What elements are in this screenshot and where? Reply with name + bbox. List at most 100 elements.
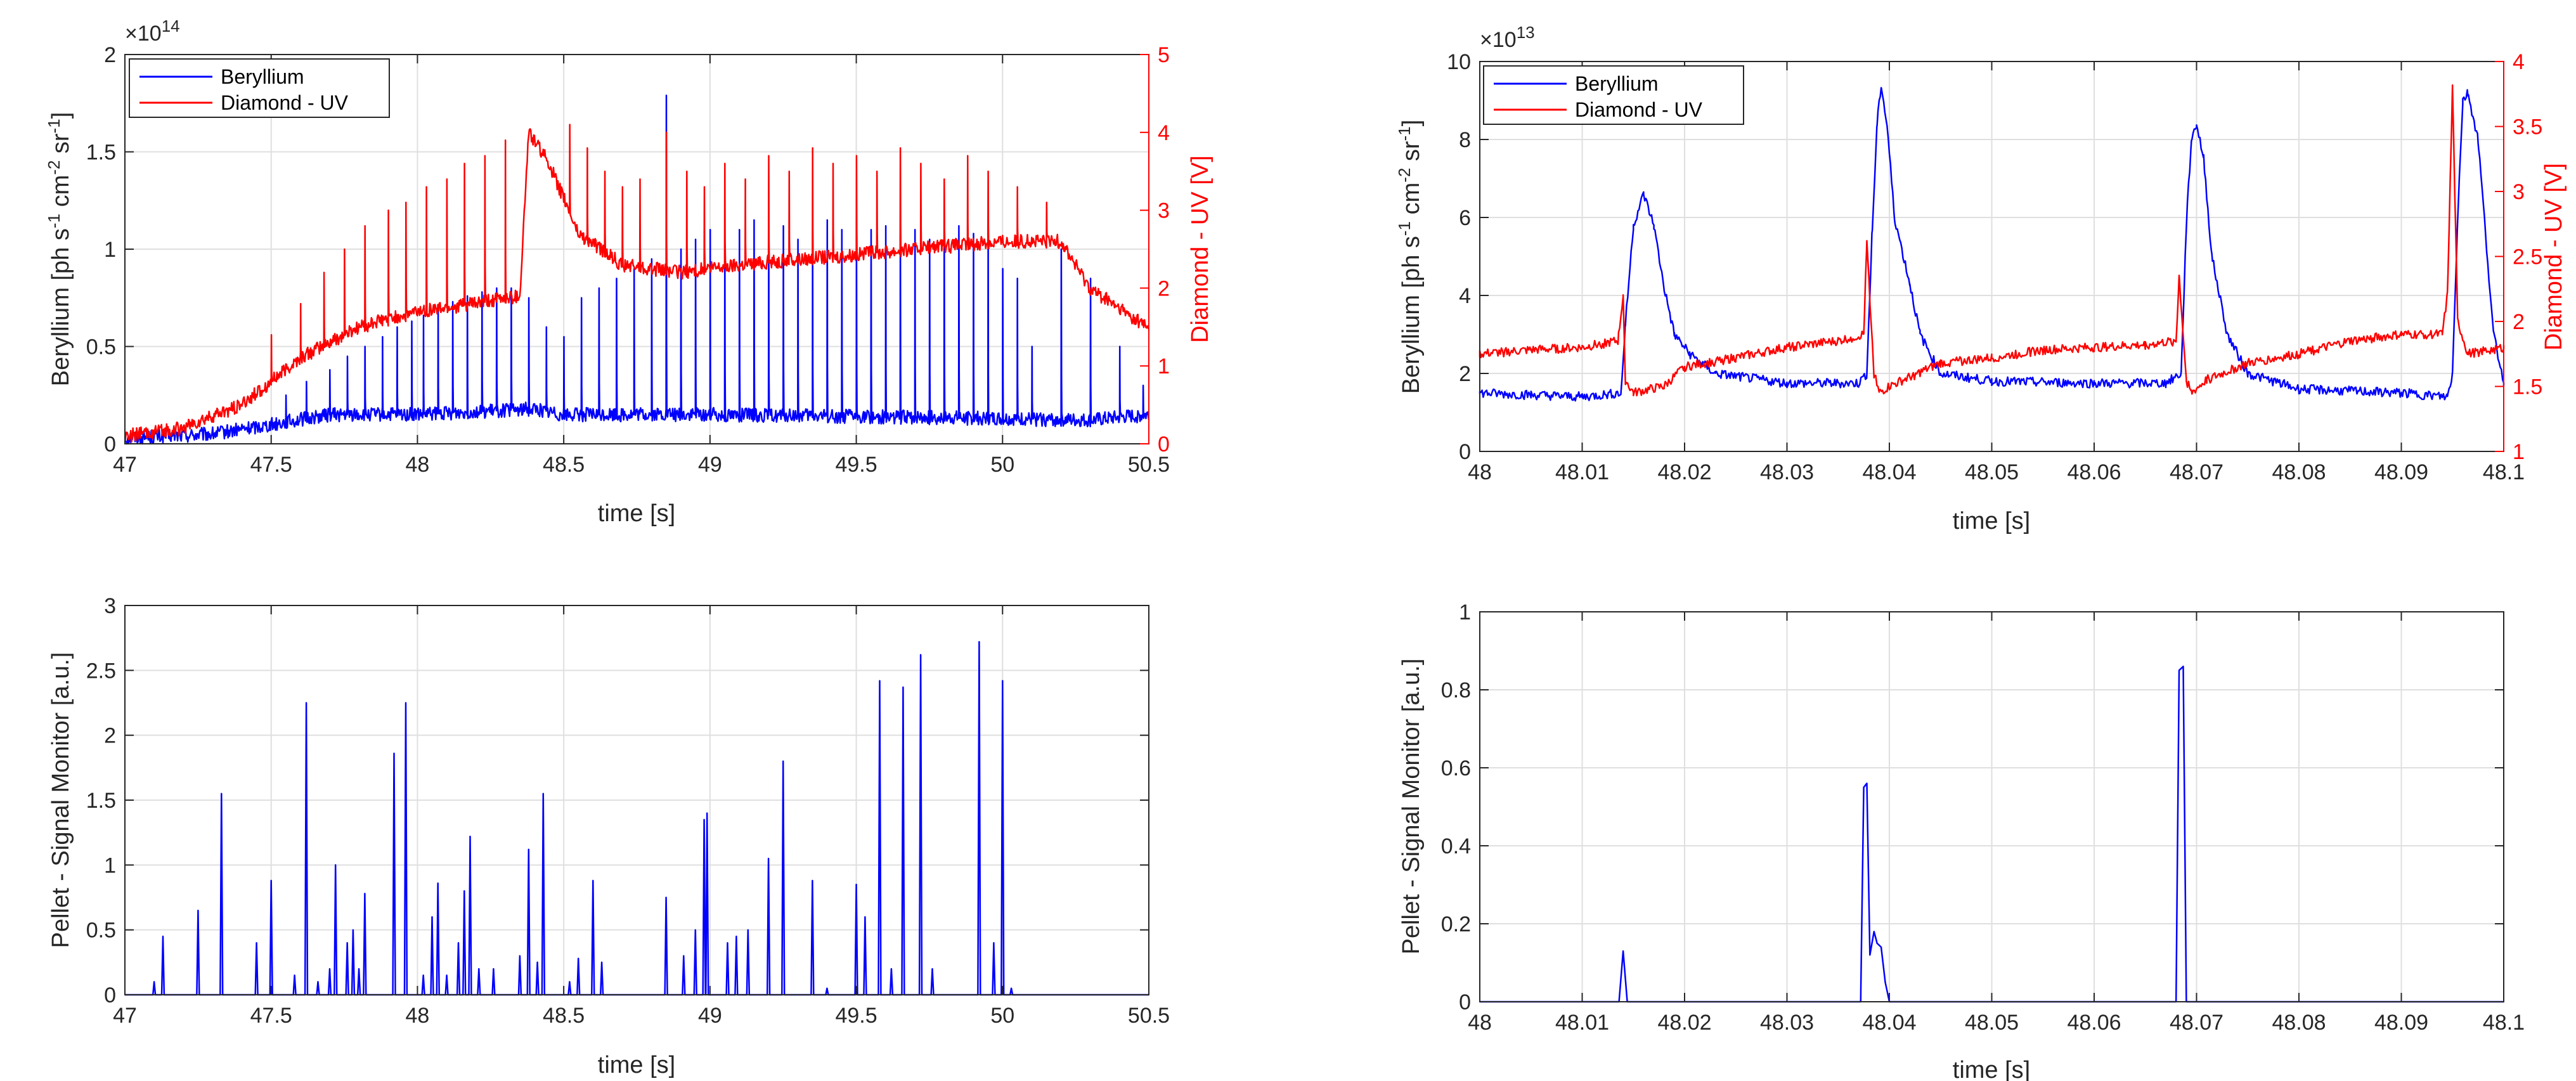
series-line-diamond-uv bbox=[1479, 84, 2505, 397]
x-tick-label: 48.02 bbox=[1657, 1011, 1711, 1035]
x-tick-label: 48.1 bbox=[2483, 460, 2525, 484]
tick-labels: 47 47.5 48 48.5 49 49.5 50 50.5 0 0.5 1 1.5 2 2.5 3 bbox=[86, 594, 1170, 1028]
x-tick-label: 48.08 bbox=[2272, 460, 2326, 484]
x-axis-label: time [s] bbox=[598, 500, 675, 527]
beryllium-series bbox=[124, 94, 1150, 445]
x-tick-label: 48.07 bbox=[2170, 1011, 2223, 1035]
x-axis-label: time [s] bbox=[598, 1052, 675, 1078]
x-tick-label: 48.03 bbox=[1760, 460, 1814, 484]
x-tick-label: 48 bbox=[1468, 1011, 1492, 1035]
diamond-uv-series bbox=[124, 124, 1150, 443]
x-tick-label: 48.08 bbox=[2272, 1011, 2326, 1035]
x-tick-label: 48 bbox=[1468, 460, 1492, 484]
y-tick-label: 0 bbox=[1459, 990, 1471, 1014]
tick-labels: 48 48.01 48.02 48.03 48.04 48.05 48.06 48.07 48.… bbox=[1441, 600, 2525, 1035]
x-tick-label: 48.04 bbox=[1862, 1011, 1916, 1035]
y-tick-label: 0.5 bbox=[86, 919, 116, 943]
y2-tick-label: 1.5 bbox=[2513, 375, 2542, 399]
diamond-uv-series bbox=[1479, 84, 2505, 397]
legend-box bbox=[129, 58, 390, 118]
y2-axis-label: Diamond - UV [V] bbox=[2540, 163, 2567, 351]
axis-ticks bbox=[124, 605, 1149, 995]
legend: Beryllium Diamond - UV bbox=[129, 58, 390, 118]
y-tick-label: 0.8 bbox=[1441, 678, 1471, 702]
y-axis-label: Beryllium [ph s-1 cm-2 sr-1] bbox=[44, 112, 74, 387]
x-tick-label: 47 bbox=[113, 1004, 137, 1028]
x-tick-label: 47.5 bbox=[250, 1004, 292, 1028]
y2-tick-label: 1 bbox=[2513, 440, 2525, 464]
series-line-beryllium bbox=[124, 94, 1150, 445]
chart-beryllium-diamond-zoom: 48 48.01 48.02 48.03 48.04 48.05 48.06 48.07 48.… bbox=[1395, 23, 2567, 534]
y2-tick-label: 3 bbox=[2513, 180, 2525, 204]
y2-tick-label: 2 bbox=[1158, 276, 1170, 301]
x-axis-label: time [s] bbox=[1953, 1057, 2030, 1081]
x-tick-label: 48.02 bbox=[1657, 460, 1711, 484]
y-tick-label: 0 bbox=[104, 432, 116, 456]
y-tick-label: 1.5 bbox=[86, 789, 116, 813]
x-tick-label: 47 bbox=[113, 453, 137, 477]
pellet-series bbox=[125, 641, 1149, 996]
legend-beryllium-label: Beryllium bbox=[1575, 72, 1659, 95]
legend-box bbox=[1483, 65, 1744, 125]
y-tick-label: 2 bbox=[104, 724, 116, 748]
y-tick-label: 0.5 bbox=[86, 335, 116, 359]
x-tick-label: 48 bbox=[406, 453, 430, 477]
x-tick-label: 48.06 bbox=[2067, 1011, 2121, 1035]
tick-labels: 48 48.01 48.02 48.03 48.04 48.05 48.06 48.07 48.… bbox=[1447, 50, 2542, 484]
x-tick-label: 48.05 bbox=[1965, 460, 2019, 484]
y-tick-label: 2.5 bbox=[86, 659, 116, 683]
y-axis-label: Pellet - Signal Monitor [a.u.] bbox=[1398, 659, 1425, 955]
x-tick-label: 48.5 bbox=[543, 1004, 585, 1028]
x-tick-label: 48.05 bbox=[1965, 1011, 2019, 1035]
y-tick-label: 2 bbox=[1459, 362, 1471, 386]
y2-tick-label: 5 bbox=[1158, 43, 1170, 67]
x-tick-label: 48.1 bbox=[2483, 1011, 2525, 1035]
y-tick-label: 0 bbox=[1459, 440, 1471, 464]
x-tick-label: 50.5 bbox=[1128, 453, 1170, 477]
series-line-pellet-signal-monitor bbox=[125, 641, 1149, 996]
chart-pellet-full: 47 47.5 48 48.5 49 49.5 50 50.5 0 0.5 1 1.5 2 2.5 3 ti… bbox=[48, 594, 1170, 1078]
x-tick-label: 48.06 bbox=[2067, 460, 2121, 484]
y-tick-label: 4 bbox=[1459, 284, 1471, 308]
x-tick-label: 49.5 bbox=[835, 453, 877, 477]
chart-beryllium-diamond-full: 47 47.5 48 48.5 49 49.5 50 50.500.511.52012345 … bbox=[44, 16, 1214, 527]
y-tick-label: 1.5 bbox=[86, 141, 116, 165]
axis-ticks bbox=[124, 54, 1149, 444]
grid bbox=[1479, 611, 2504, 1002]
x-tick-label: 48.04 bbox=[1862, 460, 1916, 484]
y-tick-label: 0 bbox=[104, 983, 116, 1007]
y-axis-label: Beryllium [ph s-1 cm-2 sr-1] bbox=[1395, 120, 1425, 394]
y-tick-label: 1 bbox=[104, 238, 116, 262]
series-line-diamond-uv bbox=[124, 124, 1150, 443]
x-tick-label: 48 bbox=[406, 1004, 430, 1028]
x-tick-label: 50 bbox=[990, 453, 1014, 477]
x-tick-label: 48.01 bbox=[1555, 460, 1609, 484]
y-tick-label: 2 bbox=[104, 43, 116, 67]
chart-pellet-zoom: 48 48.01 48.02 48.03 48.04 48.05 48.06 48.07 48.… bbox=[1398, 600, 2525, 1081]
y2-axis-label: Diamond - UV [V] bbox=[1187, 155, 1214, 343]
y-tick-label: 1 bbox=[104, 853, 116, 877]
y2-tick-label: 3.5 bbox=[2513, 115, 2542, 139]
x-tick-label: 48.03 bbox=[1760, 1011, 1814, 1035]
y2-tick-label: 2 bbox=[2513, 310, 2525, 334]
x-tick-label: 50.5 bbox=[1128, 1004, 1170, 1028]
x-tick-label: 48.5 bbox=[543, 453, 585, 477]
x-tick-label: 49 bbox=[698, 453, 722, 477]
x-tick-label: 48.09 bbox=[2374, 460, 2428, 484]
x-tick-label: 48.07 bbox=[2170, 460, 2223, 484]
x-axis-label: time [s] bbox=[1953, 508, 2030, 534]
x-tick-label: 48.09 bbox=[2374, 1011, 2428, 1035]
axis-ticks bbox=[1479, 611, 2504, 1002]
y2-tick-label: 1 bbox=[1158, 354, 1170, 379]
y2-tick-label: 2.5 bbox=[2513, 245, 2542, 269]
y2-tick-label: 4 bbox=[1158, 121, 1170, 145]
y2-tick-label: 4 bbox=[2513, 50, 2525, 74]
x-tick-label: 47.5 bbox=[250, 453, 292, 477]
legend: Beryllium Diamond - UV bbox=[1483, 65, 1744, 125]
y-tick-label: 0.4 bbox=[1441, 834, 1471, 858]
y-tick-label: 1 bbox=[1459, 600, 1471, 625]
legend-diamond-label: Diamond - UV bbox=[221, 91, 349, 114]
y-tick-label: 6 bbox=[1459, 206, 1471, 230]
